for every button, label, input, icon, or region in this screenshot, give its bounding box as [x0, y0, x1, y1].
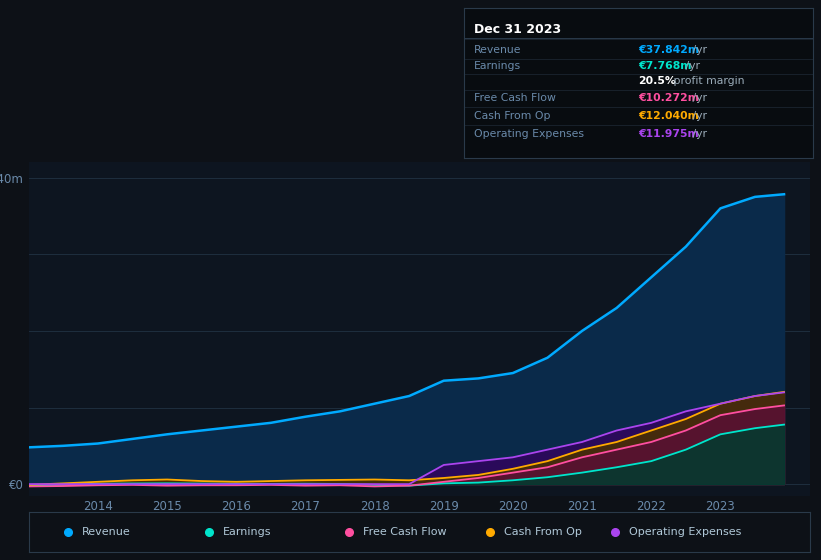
Text: €7.768m: €7.768m [639, 62, 692, 71]
Text: €10.272m: €10.272m [639, 93, 699, 103]
Text: /yr: /yr [689, 45, 707, 55]
Text: /yr: /yr [689, 93, 707, 103]
Text: Revenue: Revenue [475, 45, 522, 55]
Text: €37.842m: €37.842m [639, 45, 699, 55]
Text: Revenue: Revenue [82, 527, 131, 537]
Text: Free Cash Flow: Free Cash Flow [363, 527, 447, 537]
Text: 20.5%: 20.5% [639, 76, 677, 86]
Text: €11.975m: €11.975m [639, 129, 699, 139]
Text: Earnings: Earnings [222, 527, 271, 537]
Text: Earnings: Earnings [475, 62, 521, 71]
Text: /yr: /yr [689, 129, 707, 139]
Text: Operating Expenses: Operating Expenses [629, 527, 741, 537]
Text: profit margin: profit margin [670, 76, 744, 86]
Text: /yr: /yr [682, 62, 700, 71]
Text: Dec 31 2023: Dec 31 2023 [475, 23, 562, 36]
Text: /yr: /yr [689, 111, 707, 121]
Text: Free Cash Flow: Free Cash Flow [475, 93, 556, 103]
Text: Cash From Op: Cash From Op [475, 111, 551, 121]
Text: €12.040m: €12.040m [639, 111, 699, 121]
Text: Cash From Op: Cash From Op [504, 527, 582, 537]
Text: Operating Expenses: Operating Expenses [475, 129, 585, 139]
